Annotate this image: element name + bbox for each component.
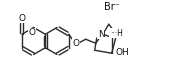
Text: O: O [72,39,79,48]
Text: Br⁻: Br⁻ [104,2,120,12]
Text: OH: OH [116,48,130,57]
Text: O: O [28,28,35,37]
Text: O: O [18,14,25,23]
Text: ···H: ···H [110,29,123,38]
Text: N: N [98,30,105,39]
